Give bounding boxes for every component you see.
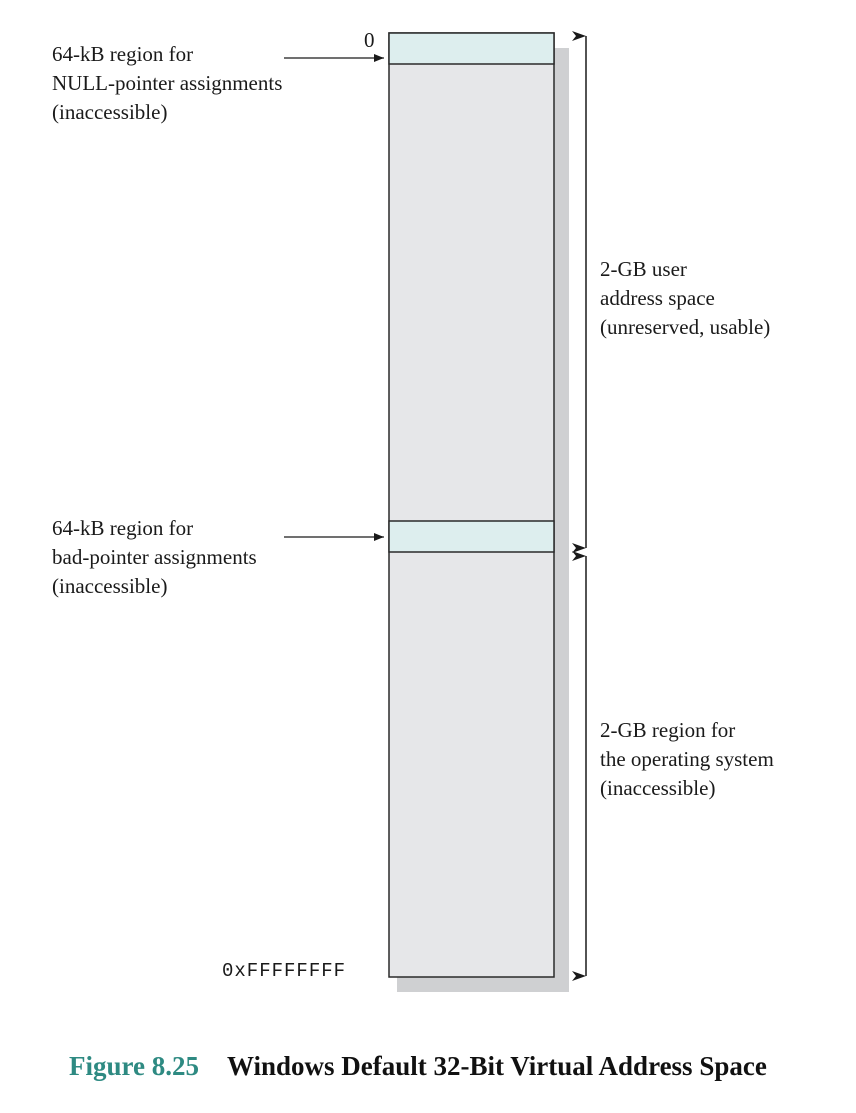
user-space-line-2: address space	[600, 286, 715, 310]
address-space-figure: 0 0xFFFFFFFF 64-kB region for NULL-point…	[52, 28, 774, 1081]
figure-number: Figure 8.25	[69, 1051, 199, 1081]
os-region-description: 2-GB region for the operating system (in…	[600, 716, 774, 803]
null-region-description: 64-kB region for NULL-pointer assignment…	[52, 40, 282, 127]
bad-pointer-line-3: (inaccessible)	[52, 574, 168, 598]
bad-pointer-line-2: bad-pointer assignments	[52, 545, 257, 569]
top-address-label: 0	[364, 28, 375, 52]
os-region-line-3: (inaccessible)	[600, 776, 716, 800]
user-space-description: 2-GB user address space (unreserved, usa…	[600, 255, 770, 342]
null-region-line-1: 64-kB region for	[52, 42, 194, 66]
os-region-line-2: the operating system	[600, 747, 774, 771]
os-region-line-1: 2-GB region for	[600, 718, 736, 742]
bad-pointer-line-1: 64-kB region for	[52, 516, 194, 540]
figure-caption: Figure 8.25 Windows Default 32-Bit Virtua…	[42, 1020, 767, 1113]
null-region-line-2: NULL-pointer assignments	[52, 71, 283, 95]
address-space-column	[388, 32, 555, 978]
figure-title: Windows Default 32-Bit Virtual Address S…	[227, 1051, 767, 1081]
null-region-line-3: (inaccessible)	[52, 100, 168, 124]
user-space-line-3: (unreserved, usable)	[600, 315, 771, 339]
bottom-address-label: 0xFFFFFFFF	[222, 960, 347, 982]
address-space-diagram	[284, 31, 587, 992]
bad-pointer-region-description: 64-kB region for bad-pointer assignments…	[52, 514, 257, 601]
bad-pointer-region	[388, 520, 555, 553]
null-pointer-region	[388, 32, 555, 65]
user-space-line-1: 2-GB user	[600, 257, 687, 281]
